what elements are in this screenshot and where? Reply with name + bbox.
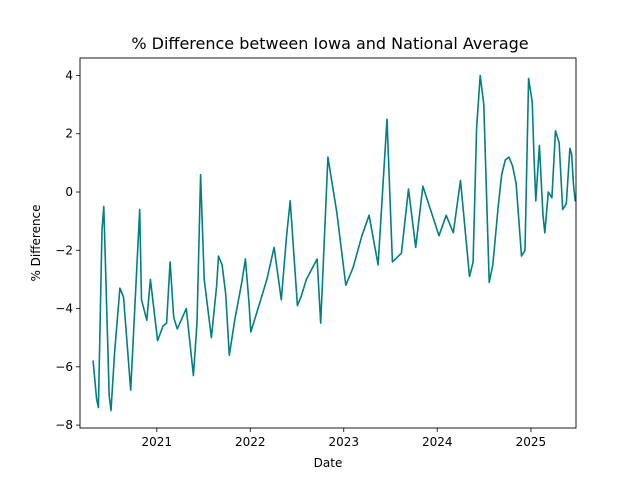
x-axis-ticks: 2021 2022 2023 2024 2025	[142, 428, 547, 449]
y-axis-ticks: −8 −6 −4 −2 0 2 4	[55, 68, 80, 432]
x-tick-label: 2022	[235, 435, 266, 449]
series-line	[92, 74, 576, 412]
y-tick-label: −6	[55, 360, 73, 374]
y-axis-label: % Difference	[29, 204, 43, 281]
y-tick-label: −8	[55, 418, 73, 432]
plot-frame	[79, 57, 577, 429]
y-tick-label: 2	[65, 127, 73, 141]
x-tick-label: 2023	[328, 435, 359, 449]
x-tick-label: 2025	[516, 435, 547, 449]
y-tick-label: −4	[55, 302, 73, 316]
y-tick-label: 0	[65, 185, 73, 199]
y-tick-label: 4	[65, 68, 73, 82]
x-tick-label: 2024	[422, 435, 453, 449]
x-tick-label: 2021	[142, 435, 173, 449]
y-tick-label: −2	[55, 243, 73, 257]
chart-title: % Difference between Iowa and National A…	[131, 34, 528, 53]
x-axis-label: Date	[314, 456, 343, 470]
